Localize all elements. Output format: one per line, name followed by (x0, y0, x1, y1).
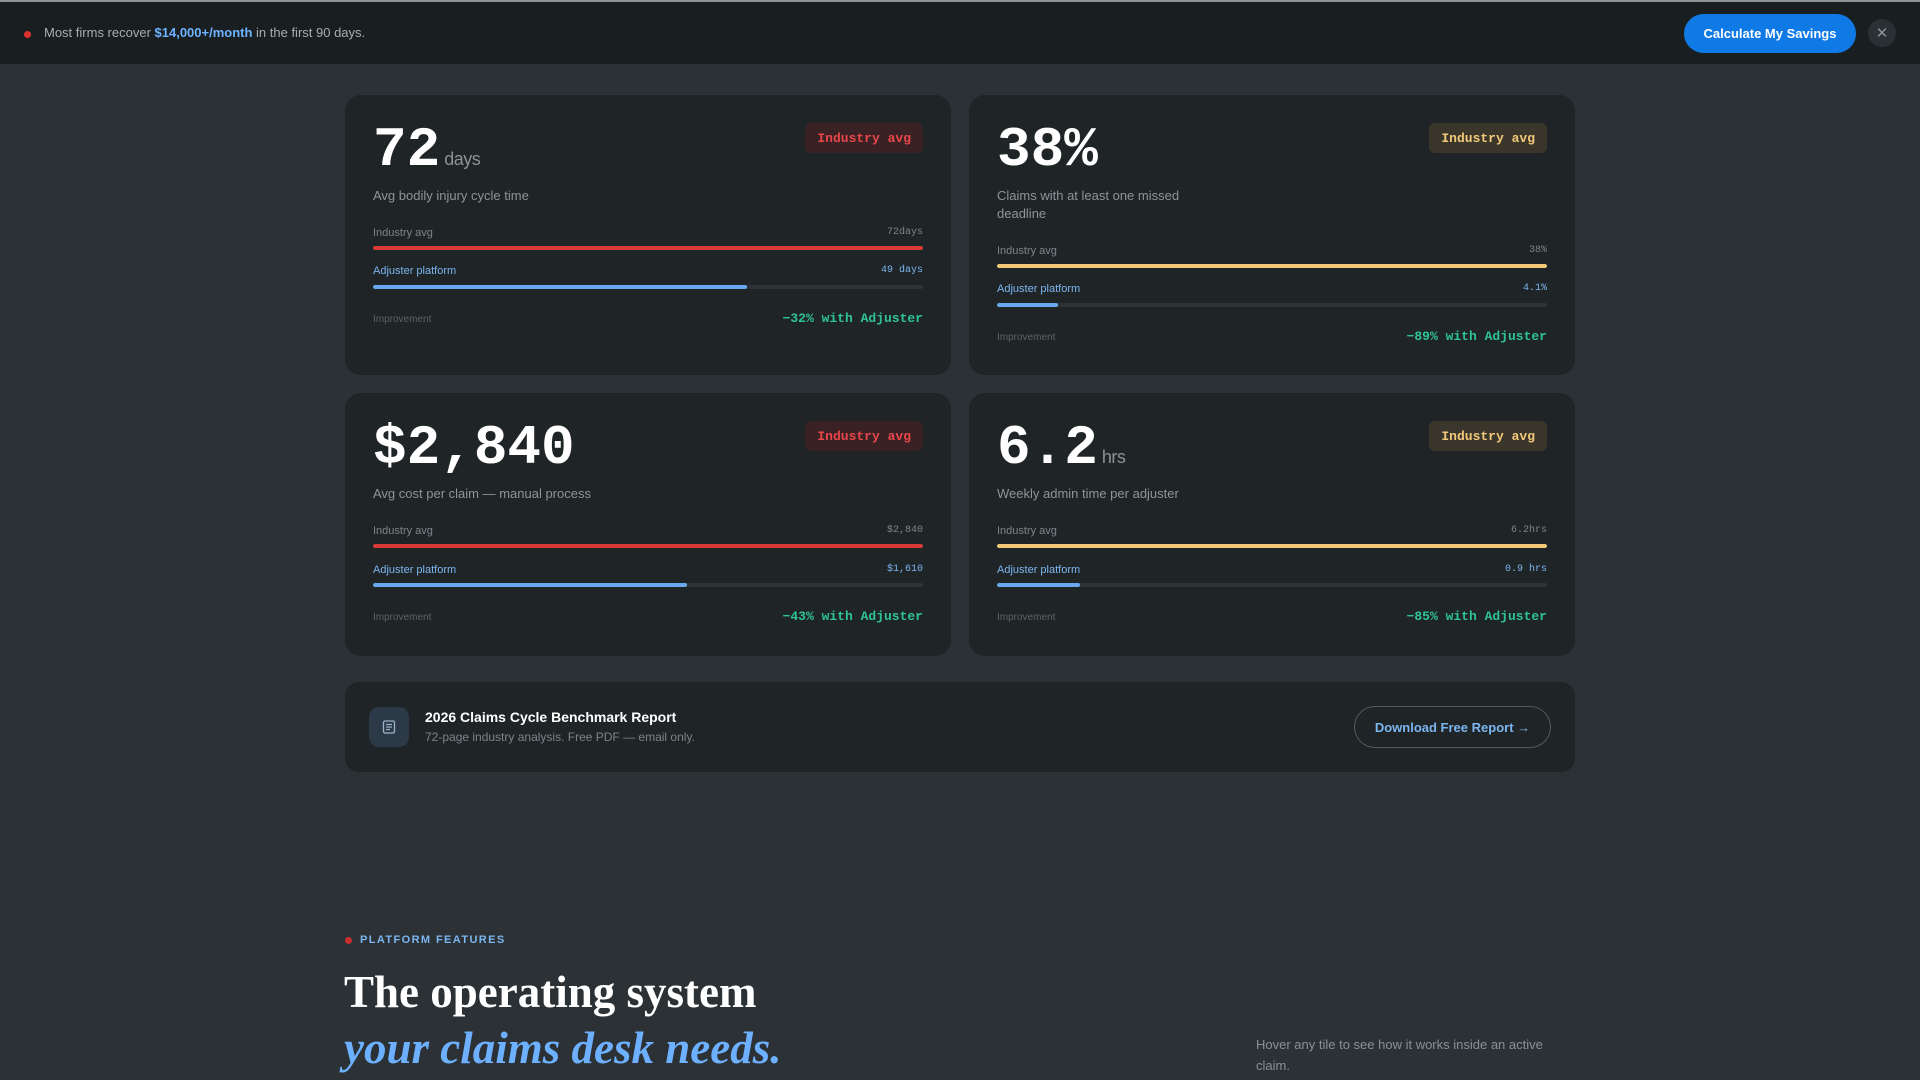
platform-row-label: Adjuster platform (997, 564, 1081, 576)
platform-bar-fill (997, 303, 1058, 307)
industry-bar-fill (997, 264, 1547, 268)
stat-unit: days (444, 149, 481, 169)
industry-row-label: Industry avg (997, 245, 1057, 257)
industry-bar-fill (373, 544, 923, 548)
industry-row-value: 72days (886, 227, 923, 238)
platform-row-label: Adjuster platform (373, 265, 457, 277)
stat-value: 72 days (373, 122, 481, 187)
improvement-label: Improvement (997, 332, 1056, 343)
stat-value: 6.2 hrs (997, 420, 1126, 485)
stat-unit: hrs (1101, 447, 1126, 467)
banner-highlight: $14,000+/month (154, 25, 253, 40)
report-subtitle: 72-page industry analysis. Free PDF — em… (425, 730, 695, 744)
platform-bar-fill (373, 285, 747, 289)
section-headline-accent: your claims desk needs. (344, 1023, 782, 1073)
industry-row-label: Industry avg (373, 227, 433, 239)
top-border (0, 0, 1920, 2)
stat-value: 38% (997, 122, 1102, 187)
industry-avg-badge: Industry avg (1429, 123, 1547, 153)
improvement-label: Improvement (373, 612, 432, 623)
platform-bar (373, 285, 923, 289)
banner-message: Most firms recover $14,000+/month in the… (44, 25, 365, 40)
stat-number: $2,840 (373, 416, 575, 480)
platform-row-value: 4.1% (1522, 283, 1547, 294)
platform-row-value: 0.9 hrs (1504, 564, 1547, 575)
announcement-banner: Most firms recover $14,000+/month in the… (0, 2, 1920, 64)
stat-card-missed-deadlines: 38% Industry avg Claims with at least on… (969, 95, 1575, 375)
stat-description: Avg cost per claim — manual process (373, 486, 591, 501)
calculate-savings-button[interactable]: Calculate My Savings (1684, 14, 1856, 53)
stat-card-admin-time: 6.2 hrs Industry avg Weekly admin time pe… (969, 393, 1575, 656)
close-icon[interactable]: ✕ (1868, 19, 1896, 47)
improvement-label: Improvement (373, 314, 432, 325)
industry-bar (997, 264, 1547, 268)
improvement-label: Improvement (997, 612, 1056, 623)
benchmark-report-card: 2026 Claims Cycle Benchmark Report 72-pa… (345, 682, 1575, 772)
platform-bar (997, 583, 1547, 587)
improvement-value: −85% with Adjuster (1406, 609, 1547, 624)
banner-text-before: Most firms recover (44, 25, 155, 40)
stat-card-cost-per-claim: $2,840 Industry avg Avg cost per claim —… (345, 393, 951, 656)
download-report-button[interactable]: Download Free Report → (1354, 706, 1551, 748)
platform-row-label: Adjuster platform (373, 564, 457, 576)
industry-bar-fill (373, 246, 923, 250)
platform-row-label: Adjuster platform (997, 283, 1081, 295)
industry-bar (373, 544, 923, 548)
stat-number: 72 (373, 118, 441, 182)
stat-value: $2,840 (373, 420, 579, 485)
stat-description: Claims with at least one missed deadline (997, 188, 1180, 221)
industry-row-value: 6.2hrs (1510, 525, 1547, 536)
industry-row-value: $2,840 (886, 525, 923, 536)
improvement-value: −32% with Adjuster (782, 311, 923, 326)
industry-avg-badge: Industry avg (1429, 421, 1547, 451)
platform-row-value: 49 days (880, 265, 923, 276)
section-headline: The operating system (344, 967, 757, 1017)
stat-description: Avg bodily injury cycle time (373, 188, 529, 203)
industry-bar (373, 246, 923, 250)
industry-bar-fill (997, 544, 1547, 548)
industry-avg-badge: Industry avg (805, 421, 923, 451)
section-eyebrow: PLATFORM FEATURES (360, 934, 506, 946)
industry-row-value: 38% (1528, 245, 1547, 256)
section-dot-icon (345, 937, 352, 944)
stat-description: Weekly admin time per adjuster (997, 486, 1179, 501)
industry-row-label: Industry avg (373, 525, 433, 537)
platform-bar (997, 303, 1547, 307)
banner-text-after: in the first 90 days. (252, 25, 366, 40)
industry-avg-badge: Industry avg (805, 123, 923, 153)
industry-row-label: Industry avg (997, 525, 1057, 537)
platform-bar-fill (373, 583, 687, 587)
platform-bar-fill (997, 583, 1080, 587)
alert-dot-icon (24, 31, 31, 38)
report-title: 2026 Claims Cycle Benchmark Report (425, 709, 677, 725)
stat-card-cycle-time: 72 days Industry avg Avg bodily injury cy… (345, 95, 951, 375)
platform-bar (373, 583, 923, 587)
stat-number: 38% (997, 118, 1098, 182)
hover-hint-text: Hover any tile to see how it works insid… (1256, 1037, 1543, 1073)
platform-row-value: $1,610 (886, 564, 923, 575)
document-icon (369, 707, 409, 747)
improvement-value: −89% with Adjuster (1406, 329, 1547, 344)
industry-bar (997, 544, 1547, 548)
stat-number: 6.2 (997, 416, 1098, 480)
improvement-value: −43% with Adjuster (782, 609, 923, 624)
